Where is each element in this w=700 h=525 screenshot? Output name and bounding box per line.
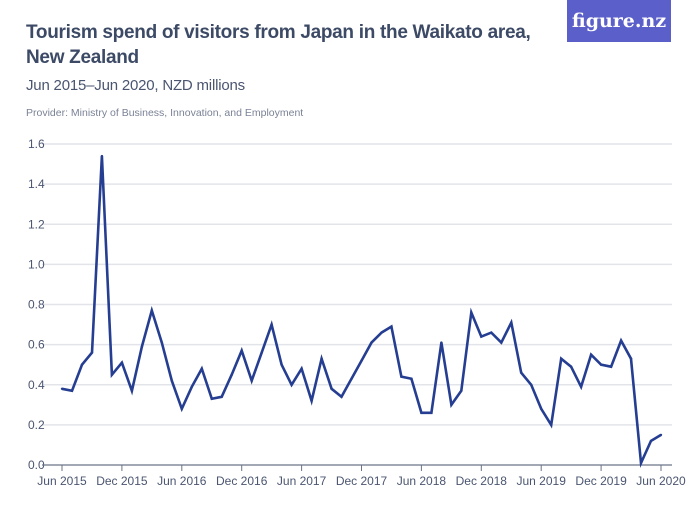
data-point: [240, 349, 243, 352]
data-point: [310, 399, 313, 402]
data-point: [649, 439, 653, 443]
data-point: [420, 411, 423, 415]
figure-nz-logo[interactable]: figure.nz: [567, 0, 671, 42]
chart-subtitle: Jun 2015–Jun 2020, NZD millions: [26, 77, 245, 94]
data-point: [360, 359, 363, 362]
y-tick-label: 0.8: [28, 298, 45, 312]
data-point: [250, 379, 253, 382]
data-point: [540, 407, 543, 411]
data-point: [110, 373, 114, 376]
data-point: [170, 379, 174, 382]
data-point: [380, 331, 383, 334]
data-point: [609, 365, 613, 368]
data-point: [320, 357, 323, 360]
data-point: [270, 323, 273, 326]
data-point: [589, 353, 593, 356]
data-point: [140, 345, 144, 348]
data-point: [70, 389, 74, 392]
data-point: [370, 341, 373, 344]
data-point: [190, 385, 193, 388]
data-point: [599, 363, 603, 366]
data-point: [280, 363, 283, 366]
chart-provider: Provider: Ministry of Business, Innovati…: [26, 107, 304, 119]
data-point: [350, 377, 353, 380]
data-point: [100, 154, 104, 158]
data-point: [520, 371, 523, 374]
x-tick-label: Dec 2018: [456, 474, 508, 488]
y-tick-label: 0.6: [28, 338, 45, 352]
data-point: [430, 411, 433, 415]
data-point: [619, 339, 623, 342]
x-tick-label: Dec 2019: [575, 474, 627, 488]
data-point: [90, 351, 94, 354]
data-point: [80, 363, 84, 366]
data-point: [230, 373, 233, 376]
data-point: [490, 331, 493, 334]
data-point: [460, 389, 463, 392]
data-point: [470, 311, 473, 314]
y-tick-label: 0.2: [28, 418, 45, 432]
data-point: [549, 423, 553, 427]
data-point: [569, 365, 573, 368]
chart-title: Tourism spend of visitors from Japan in …: [26, 22, 531, 68]
data-point: [440, 341, 443, 344]
x-tick-label: Jun 2016: [157, 474, 207, 488]
data-point: [300, 367, 303, 370]
data-point: [160, 341, 164, 344]
y-tick-label: 1.2: [28, 217, 45, 231]
x-tick-label: Dec 2016: [216, 474, 268, 488]
data-point: [390, 325, 393, 328]
data-point: [340, 395, 343, 398]
data-point: [480, 335, 483, 338]
data-point: [130, 389, 134, 392]
data-point: [180, 407, 183, 411]
data-point: [639, 461, 643, 465]
y-tick-label: 1.4: [28, 177, 45, 191]
y-tick-label: 0.4: [28, 378, 45, 392]
data-point: [410, 377, 413, 380]
data-point: [500, 341, 503, 344]
data-point: [659, 433, 663, 437]
x-tick-label: Jun 2020: [636, 474, 686, 488]
data-point: [290, 383, 293, 386]
x-tick-label: Dec 2017: [336, 474, 388, 488]
y-tick-label: 0.0: [28, 458, 45, 472]
data-point: [200, 367, 203, 370]
data-point: [330, 387, 333, 390]
x-tick-label: Jun 2017: [277, 474, 327, 488]
data-point: [150, 309, 154, 312]
data-point: [120, 361, 124, 364]
y-tick-label: 1.0: [28, 257, 45, 271]
x-tick-label: Jun 2018: [397, 474, 447, 488]
data-point: [400, 375, 403, 378]
x-tick-label: Dec 2015: [96, 474, 148, 488]
y-tick-label: 1.6: [28, 137, 45, 151]
data-point: [530, 383, 533, 386]
data-point: [629, 357, 633, 360]
data-point: [60, 387, 64, 390]
data-point: [260, 351, 263, 354]
x-tick-label: Jun 2019: [517, 474, 567, 488]
data-point: [220, 395, 223, 398]
data-point: [210, 397, 213, 400]
data-point: [579, 385, 583, 388]
data-point: [450, 403, 453, 407]
data-point: [510, 321, 513, 324]
x-tick-label: Jun 2015: [37, 474, 87, 488]
data-point: [559, 357, 563, 360]
